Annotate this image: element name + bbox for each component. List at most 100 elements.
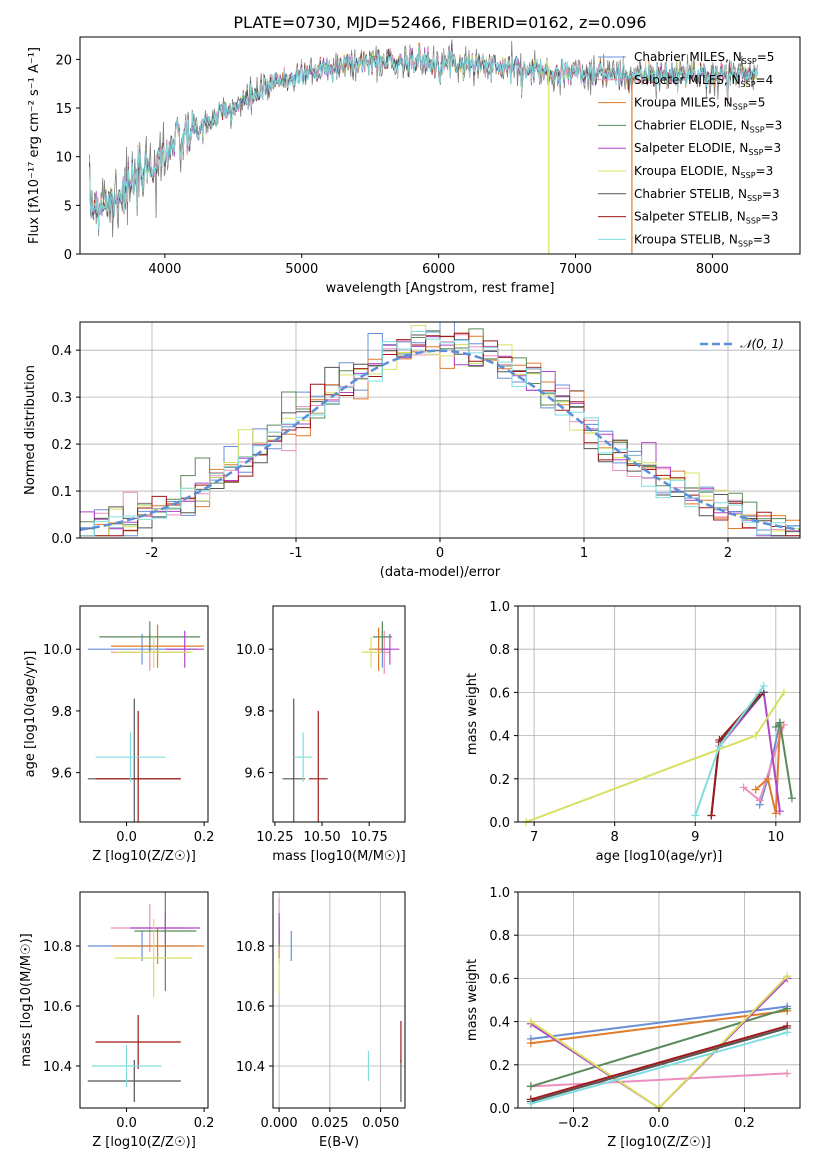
weight-marker bbox=[526, 1099, 535, 1108]
legend-subscript: SSP bbox=[741, 171, 756, 180]
x-axis-label: E(B-V) bbox=[319, 1135, 359, 1150]
weight-marker bbox=[526, 1082, 535, 1091]
x-tick-label: 8000 bbox=[696, 262, 729, 277]
errorbar-point bbox=[91, 1045, 162, 1087]
panel-residuals: -2 -1 0 1 2 0.0 0.1 0.2 0.3 0.4 (data-model)/error… bbox=[23, 321, 801, 580]
weight-marker bbox=[783, 1004, 792, 1013]
panel-mass_vs_ebv: 0.000 0.025 0.050 10.4 10.6 10.8 E(B-V) bbox=[236, 891, 406, 1150]
y-tick-label: 10.4 bbox=[43, 1060, 72, 1075]
x-tick-label: 0.050 bbox=[362, 1116, 399, 1131]
plot-area bbox=[278, 898, 402, 1102]
legend-label: Kroupa STELIB, NSSP=3 bbox=[634, 232, 771, 248]
x-tick-label: 10.75 bbox=[351, 830, 388, 845]
errorbar-point bbox=[308, 710, 328, 822]
x-tick-label: -2 bbox=[146, 546, 159, 561]
weight-series-line bbox=[530, 977, 788, 1108]
x-tick-label: 8 bbox=[611, 830, 619, 845]
errorbar-point bbox=[87, 1060, 181, 1102]
y-tick-label: 0.4 bbox=[51, 344, 72, 359]
weight-marker bbox=[787, 794, 796, 803]
errorbar-point bbox=[95, 710, 181, 822]
x-tick-label: −0.2 bbox=[558, 1116, 590, 1131]
y-axis-label: mass [log10(M/M☉)] bbox=[19, 933, 34, 1066]
weight-marker bbox=[526, 1039, 535, 1048]
x-tick-label: 10.25 bbox=[256, 830, 293, 845]
weight-series-line bbox=[530, 975, 788, 1108]
weight-series-line bbox=[530, 1072, 788, 1088]
weight-marker bbox=[775, 718, 784, 727]
weight-series-line bbox=[530, 1024, 788, 1101]
x-tick-label: 0.2 bbox=[194, 1116, 215, 1131]
errorbar-point bbox=[293, 732, 313, 782]
plot-area bbox=[89, 39, 758, 254]
x-tick-label: 0.0 bbox=[116, 1116, 137, 1131]
errorbar-point bbox=[380, 633, 400, 665]
y-tick-label: 0.4 bbox=[489, 730, 510, 745]
y-tick-label: 0.6 bbox=[489, 972, 510, 987]
legend-value: =5 bbox=[757, 50, 775, 64]
axes-frame bbox=[79, 605, 209, 823]
y-tick-label: 0.0 bbox=[489, 816, 510, 831]
y-axis-label: age [log10(age/yr)] bbox=[23, 651, 38, 778]
y-tick-label: 0.0 bbox=[51, 532, 72, 547]
errorbar-point bbox=[372, 621, 392, 653]
y-tick-label: 9.8 bbox=[51, 705, 72, 720]
legend-value: =3 bbox=[756, 164, 774, 178]
y-tick-label: 10.0 bbox=[43, 643, 72, 658]
weight-marker bbox=[715, 742, 724, 751]
y-tick-label: 10.0 bbox=[236, 643, 265, 658]
y-tick-label: 0.4 bbox=[489, 1016, 510, 1031]
x-tick-label: 0.025 bbox=[311, 1116, 348, 1131]
legend-subscript: SSP bbox=[733, 103, 748, 112]
weight-marker bbox=[783, 1028, 792, 1037]
weight-series-line bbox=[755, 726, 781, 814]
panel-age_vs_Z: 0.0 0.2 9.6 9.8 10.0 Z [log10(Z/Z☉)] age [log1… bbox=[23, 605, 214, 864]
legend-subscript: SSP bbox=[750, 125, 765, 134]
plot-area bbox=[87, 621, 205, 822]
weight-marker bbox=[775, 807, 784, 816]
axes-frame bbox=[272, 605, 406, 823]
x-tick-label: 7000 bbox=[559, 262, 592, 277]
errorbar-point bbox=[114, 636, 193, 668]
y-tick-label: 10.8 bbox=[43, 940, 72, 955]
axes-frame bbox=[79, 891, 209, 1109]
y-tick-label: 1.0 bbox=[489, 600, 510, 615]
weight-marker bbox=[739, 783, 748, 792]
legend-value: =5 bbox=[748, 96, 766, 110]
plot-area bbox=[282, 621, 400, 822]
y-tick-label: 0.0 bbox=[489, 1102, 510, 1117]
legend-label: Kroupa ELODIE, NSSP=3 bbox=[634, 164, 773, 180]
x-tick-label: 1 bbox=[580, 546, 588, 561]
weight-marker bbox=[751, 785, 760, 794]
x-axis-label: mass [log10(M/M☉)] bbox=[272, 849, 405, 864]
legend-value: =3 bbox=[765, 118, 783, 132]
y-tick-label: 10 bbox=[55, 151, 72, 166]
y-axis-label: Flux [fλ10⁻¹⁷ erg cm⁻² s⁻¹ A⁻¹] bbox=[27, 47, 42, 244]
x-tick-label: 0 bbox=[436, 546, 444, 561]
x-axis-label: wavelength [Angstrom, rest frame] bbox=[326, 281, 555, 296]
weight-series-line bbox=[710, 693, 761, 816]
y-tick-label: 10.6 bbox=[43, 1000, 72, 1015]
panel-weight_vs_age: 7 8 9 10 0.0 0.2 0.4 0.6 0.8 1.0 age [log10(age/yr… bbox=[465, 600, 801, 864]
normal-curve-line bbox=[80, 349, 800, 532]
legend-label: Chabrier STELIB, NSSP=3 bbox=[634, 187, 780, 203]
legend-value: =3 bbox=[763, 141, 781, 155]
x-axis-label: age [log10(age/yr)] bbox=[596, 849, 723, 864]
legend-label: Chabrier MILES, NSSP=5 bbox=[634, 50, 774, 66]
x-axis-label: Z [log10(Z/Z☉)] bbox=[92, 849, 196, 864]
y-tick-label: 9.6 bbox=[244, 767, 265, 782]
figure-title: PLATE=0730, MJD=52466, FIBERID=0162, z=0… bbox=[233, 13, 646, 32]
y-tick-label: 0.2 bbox=[51, 438, 72, 453]
spectrum-model-line bbox=[89, 46, 758, 231]
weight-marker bbox=[783, 1069, 792, 1078]
errorbar-point bbox=[114, 919, 193, 997]
legend-label: Chabrier ELODIE, NSSP=3 bbox=[634, 118, 782, 134]
weight-marker bbox=[763, 774, 772, 783]
y-axis-label: mass weight bbox=[465, 959, 480, 1041]
weight-series-line bbox=[530, 1005, 788, 1040]
plot-area bbox=[80, 322, 800, 537]
weight-marker bbox=[783, 972, 792, 981]
panel-weight_vs_Z: −0.2 0.0 0.2 0.0 0.2 0.4 0.6 0.8 1.0 Z [log10(Z/Z… bbox=[465, 886, 801, 1150]
x-axis-label: (data-model)/error bbox=[380, 565, 501, 580]
